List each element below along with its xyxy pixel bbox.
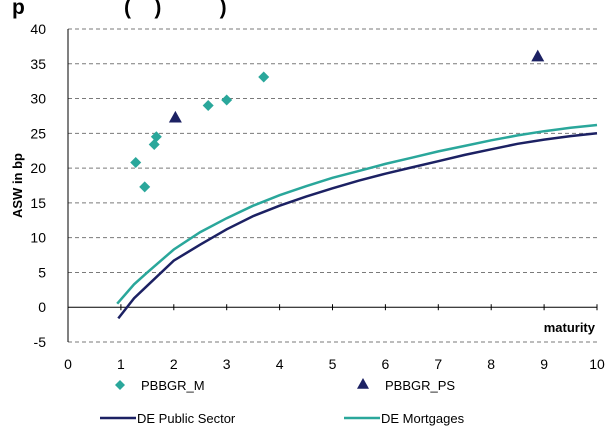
y-tick-label: 5	[38, 264, 46, 280]
data-point-diamond	[258, 71, 270, 83]
legend-diamond-marker	[115, 380, 125, 390]
series-lines	[116, 123, 598, 320]
legend-triangle-marker	[357, 378, 369, 389]
x-tick-label: 1	[117, 356, 125, 372]
y-tick-label: 40	[30, 21, 46, 37]
y-tick-labels: -5 0 5 10 15 20 25 30 35 40	[30, 21, 46, 350]
y-axis-label: ASW in bp	[10, 153, 25, 218]
data-point-triangle	[531, 49, 545, 62]
x-tick-label: 4	[276, 356, 284, 372]
series-line	[116, 123, 598, 305]
x-tick-label: 5	[329, 356, 337, 372]
y-tick-label: -5	[34, 334, 47, 350]
data-point-diamond	[148, 138, 160, 150]
x-tick-label: 6	[382, 356, 390, 372]
data-point-diamond	[139, 181, 151, 193]
y-tick-label: 30	[30, 91, 46, 107]
y-tick-label: 35	[30, 56, 46, 72]
x-tick-label: 7	[434, 356, 442, 372]
x-tick-labels: 0 1 2 3 4 5 6 7 8 9 10	[64, 356, 605, 372]
y-tick-label: 15	[30, 195, 46, 211]
legend-label: DE Mortgages	[381, 411, 465, 426]
axes	[67, 29, 598, 342]
legend-label: PBBGR_M	[141, 378, 205, 393]
x-tick-label: 3	[223, 356, 231, 372]
x-tick-label: 9	[540, 356, 548, 372]
y-tick-label: 20	[30, 160, 46, 176]
y-tick-label: 0	[38, 299, 46, 315]
legend-label: DE Public Sector	[137, 411, 236, 426]
data-point-diamond	[130, 157, 142, 169]
data-point-diamond	[202, 100, 214, 112]
legend-label: PBBGR_PS	[385, 378, 455, 393]
legend: PBBGR_M PBBGR_PS DE Public Sector DE Mortga…	[100, 378, 465, 426]
x-tick-label: 0	[64, 356, 72, 372]
y-tick-label: 25	[30, 125, 46, 141]
x-tick-label: 2	[170, 356, 178, 372]
data-point-triangle	[168, 110, 182, 123]
x-tick-label: 10	[589, 356, 605, 372]
series-markers	[130, 49, 545, 193]
data-point-diamond	[150, 131, 162, 143]
x-tick-label: 8	[487, 356, 495, 372]
series-line	[117, 132, 598, 320]
y-tick-label: 10	[30, 230, 46, 246]
x-axis-label: maturity	[544, 320, 596, 335]
data-point-diamond	[221, 94, 233, 106]
chart-title-fragment: p ( ) )	[12, 0, 227, 19]
